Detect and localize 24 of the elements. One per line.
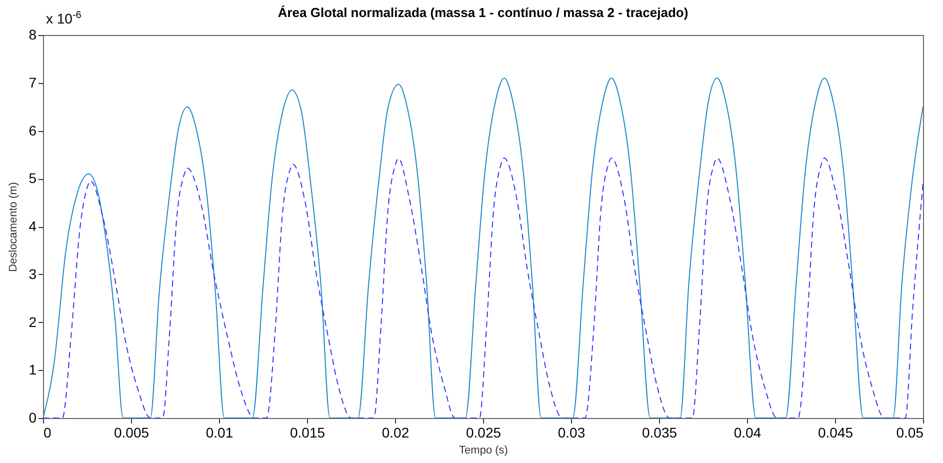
x-tick-label: 0.05 [896, 424, 924, 440]
x-tick-label: 0.025 [466, 424, 502, 440]
y-tick-label: 1 [28, 362, 37, 378]
text: x 10$^{-6}$ [46, 10, 82, 27]
y-tick-label: 7 [28, 74, 37, 90]
x-tick-label: 0 [44, 424, 52, 440]
y-axis-title: Deslocamento (m) [8, 182, 20, 272]
y-tick-label: 4 [28, 218, 37, 234]
y-tick-label: 2 [28, 314, 37, 330]
x-tick-label: 0.04 [734, 424, 762, 440]
y-tick-label: 8 [28, 26, 37, 42]
x-tick-label: 0.005 [114, 424, 150, 440]
y-tick-label: 0 [28, 410, 37, 426]
x-tick-label: 0.02 [382, 424, 410, 440]
chart-title: Área Glotal normalizada (massa 1 - contínuo / massa 2 - tracejado) [278, 5, 688, 20]
x-tick-label: 0.01 [206, 424, 234, 440]
x-tick-label: 0.03 [558, 424, 586, 440]
x-tick-label: 0.035 [642, 424, 678, 440]
x-axis-title: Tempo (s) [459, 444, 508, 456]
x-tick-label: 0.015 [290, 424, 326, 440]
y-tick-label: 6 [28, 122, 37, 138]
x-tick-label: 0.045 [818, 424, 854, 440]
y-tick-label: 5 [28, 170, 37, 186]
y-tick-label: 3 [28, 266, 37, 282]
